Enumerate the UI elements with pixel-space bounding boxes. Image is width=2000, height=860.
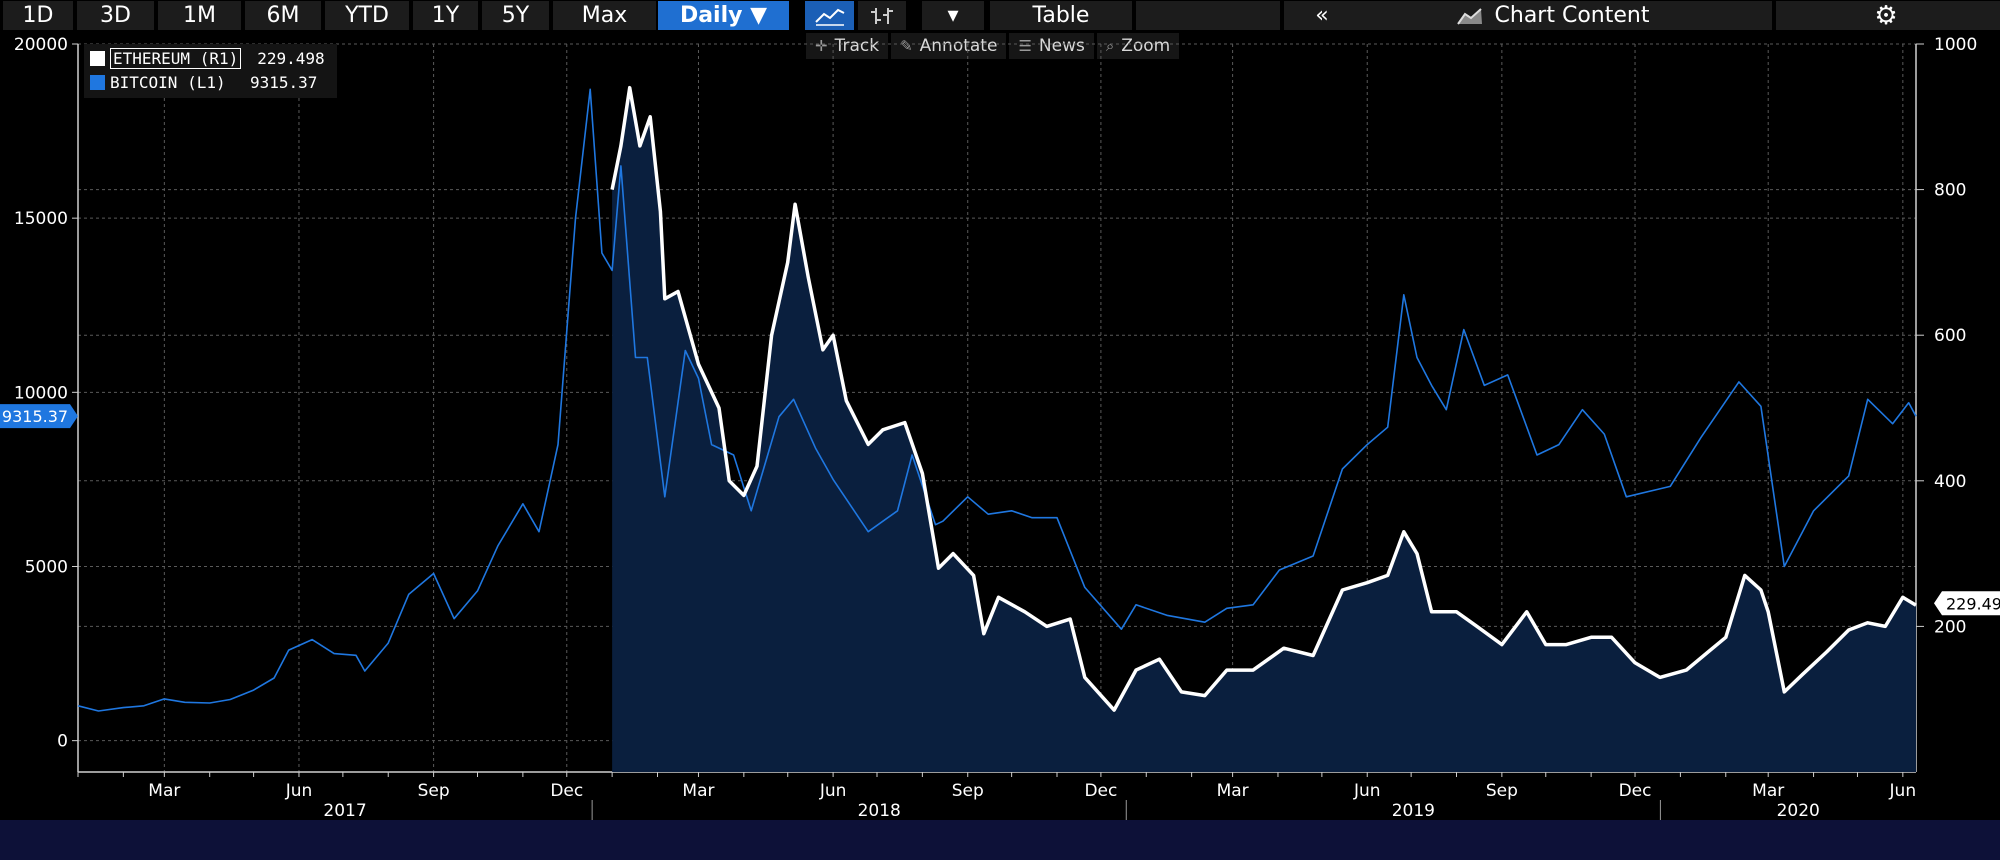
right-tick-label: 1000: [1934, 35, 1977, 55]
range-button-max[interactable]: Max: [553, 1, 656, 30]
zoom-button[interactable]: ⌕ Zoom: [1096, 33, 1180, 59]
table-button[interactable]: Table: [990, 1, 1132, 30]
line-chart-button[interactable]: [805, 1, 854, 30]
ethereum-area: [612, 87, 1916, 772]
range-button-6m[interactable]: 6M: [245, 1, 321, 30]
bitcoin-last-value-text: 9315.37: [2, 407, 68, 426]
x-tick-label: Dec: [1084, 781, 1117, 801]
chart-toolbar: 1D 3D 1M 6M YTD 1Y 5Y Max Daily ▼ ▾ Table «Chart Co…: [0, 0, 2000, 31]
news-icon: ☰: [1018, 37, 1032, 55]
legend-item-ethereum[interactable]: ETHEREUM (R1) 229.498: [90, 46, 325, 70]
bitcoin-last-value-label: 9315.37: [0, 404, 78, 429]
x-tick-label: Sep: [1486, 781, 1518, 801]
year-label: 2019: [1392, 801, 1435, 820]
left-tick-label: 10000: [14, 383, 68, 403]
x-tick-label: Jun: [819, 781, 847, 801]
legend-label-bitcoin: BITCOIN (L1): [110, 72, 226, 92]
crosshair-icon: ✛: [815, 37, 828, 55]
track-label: Track: [834, 36, 880, 56]
annotate-button[interactable]: ✎ Annotate: [891, 33, 1007, 59]
range-button-5y[interactable]: 5Y: [482, 1, 549, 30]
year-label: 2018: [858, 801, 901, 820]
line-chart-icon: [814, 8, 844, 26]
year-label: 2020: [1777, 801, 1820, 820]
zoom-label: Zoom: [1121, 36, 1171, 56]
bitcoin-series-line[interactable]: [77, 88, 1917, 712]
legend-value-ethereum: 229.498: [257, 48, 325, 68]
left-tick-label: 20000: [14, 35, 68, 55]
x-tick-label: Jun: [285, 781, 313, 801]
right-tick-label: 800: [1934, 181, 1966, 201]
area-chart-icon: [1456, 7, 1482, 25]
left-tick-label: 5000: [25, 557, 68, 577]
range-button-ytd[interactable]: YTD: [325, 1, 409, 30]
news-label: News: [1038, 36, 1085, 56]
legend-item-bitcoin[interactable]: BITCOIN (L1) 9315.37: [90, 70, 325, 94]
range-button-1m[interactable]: 1M: [158, 1, 241, 30]
range-button-1d[interactable]: 1D: [3, 1, 73, 30]
x-tick-label: Mar: [148, 781, 180, 801]
left-tick-label: 0: [57, 732, 68, 752]
ethereum-last-value-label: 229.498: [1934, 591, 2000, 616]
news-button[interactable]: ☰ News: [1009, 33, 1094, 59]
chart-subtoolbar: ✛ Track ✎ Annotate ☰ News ⌕ Zoom: [806, 33, 1182, 59]
x-tick-label: Mar: [1217, 781, 1249, 801]
ohlc-chart-button[interactable]: [858, 1, 906, 30]
x-tick-label: Sep: [952, 781, 984, 801]
settings-button[interactable]: ⚙: [1846, 0, 1926, 31]
x-tick-label: Mar: [682, 781, 714, 801]
annotate-label: Annotate: [919, 36, 998, 56]
bitcoin-swatch: [90, 74, 105, 90]
right-tick-label: 200: [1934, 617, 1966, 637]
ethereum-last-value-text: 229.498: [1946, 594, 2000, 613]
bottom-bar: [0, 820, 2000, 860]
pencil-icon: ✎: [900, 37, 913, 55]
gear-icon: ⚙: [1874, 0, 1898, 31]
x-tick-label: Jun: [1353, 781, 1381, 801]
range-button-3d[interactable]: 3D: [77, 1, 154, 30]
right-tick-label: 400: [1934, 472, 1966, 492]
chart-type-dropdown[interactable]: ▾: [922, 1, 984, 30]
legend-value-bitcoin: 9315.37: [250, 72, 318, 92]
ethereum-swatch: [90, 50, 105, 66]
chart-content-label: Chart Content: [1494, 3, 1650, 28]
left-tick-label: 15000: [14, 209, 68, 229]
range-button-1y[interactable]: 1Y: [413, 1, 478, 30]
ohlc-bars-icon: [871, 7, 893, 24]
magnifier-icon: ⌕: [1105, 37, 1115, 55]
x-tick-label: Jun: [1889, 781, 1917, 801]
legend: ETHEREUM (R1) 229.498 BITCOIN (L1) 9315.…: [84, 44, 337, 98]
x-tick-label: Sep: [418, 781, 450, 801]
frequency-dropdown[interactable]: Daily ▼: [658, 1, 789, 30]
chart-content-button[interactable]: Chart Content: [1332, 1, 1772, 30]
track-button[interactable]: ✛ Track: [806, 33, 889, 59]
x-tick-label: Mar: [1752, 781, 1784, 801]
toolbar-spacer: [1136, 1, 1280, 30]
legend-label-ethereum: ETHEREUM (R1): [110, 47, 242, 69]
x-tick-label: Dec: [550, 781, 583, 801]
price-chart[interactable]: 0 5000 10000 15000 20000 200 400 600 800 1000 Mar J…: [0, 0, 2000, 820]
x-tick-label: Dec: [1619, 781, 1652, 801]
right-tick-label: 600: [1934, 326, 1966, 346]
year-label: 2017: [323, 801, 366, 820]
ethereum-series-line[interactable]: [610, 85, 1917, 712]
toolbar-spacer-right: [1776, 1, 2000, 30]
